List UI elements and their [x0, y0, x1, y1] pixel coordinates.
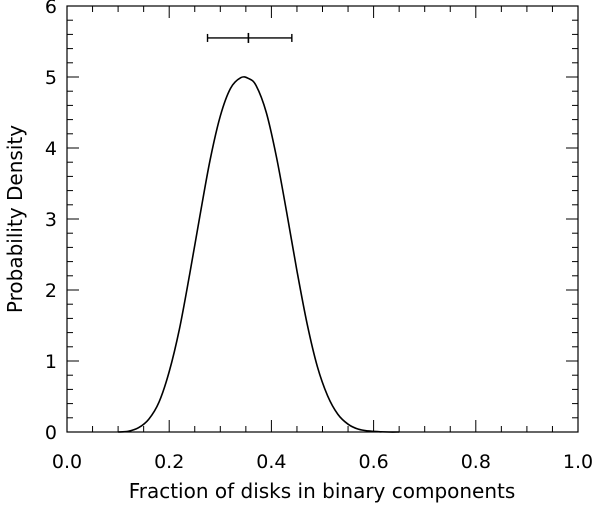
y-tick-labels: 0 1 2 3 4 5 6 [45, 0, 57, 444]
y-tick-label: 5 [45, 67, 57, 89]
y-tick-label: 0 [45, 422, 57, 444]
axis-ticks [66, 5, 579, 433]
x-tick-label: 1.0 [563, 451, 593, 473]
x-tick-label: 0.2 [154, 451, 184, 473]
y-tick-label: 4 [45, 138, 57, 160]
y-tick-label: 6 [45, 0, 57, 18]
y-tick-label: 3 [45, 209, 57, 231]
density-curve [118, 76, 400, 433]
x-tick-label: 0.6 [358, 451, 388, 473]
x-tick-labels: 0.0 0.2 0.4 0.6 0.8 1.0 [52, 451, 593, 473]
y-tick-label: 2 [45, 280, 57, 302]
plot-frame [66, 5, 579, 433]
y-axis-label: Probability Density [3, 125, 27, 313]
confidence-errorbar [206, 32, 293, 43]
x-tick-label: 0.8 [461, 451, 491, 473]
x-tick-label: 0.0 [52, 451, 82, 473]
x-axis-label: Fraction of disks in binary components [129, 479, 516, 503]
y-tick-label: 1 [45, 351, 57, 373]
x-tick-label: 0.4 [256, 451, 286, 473]
